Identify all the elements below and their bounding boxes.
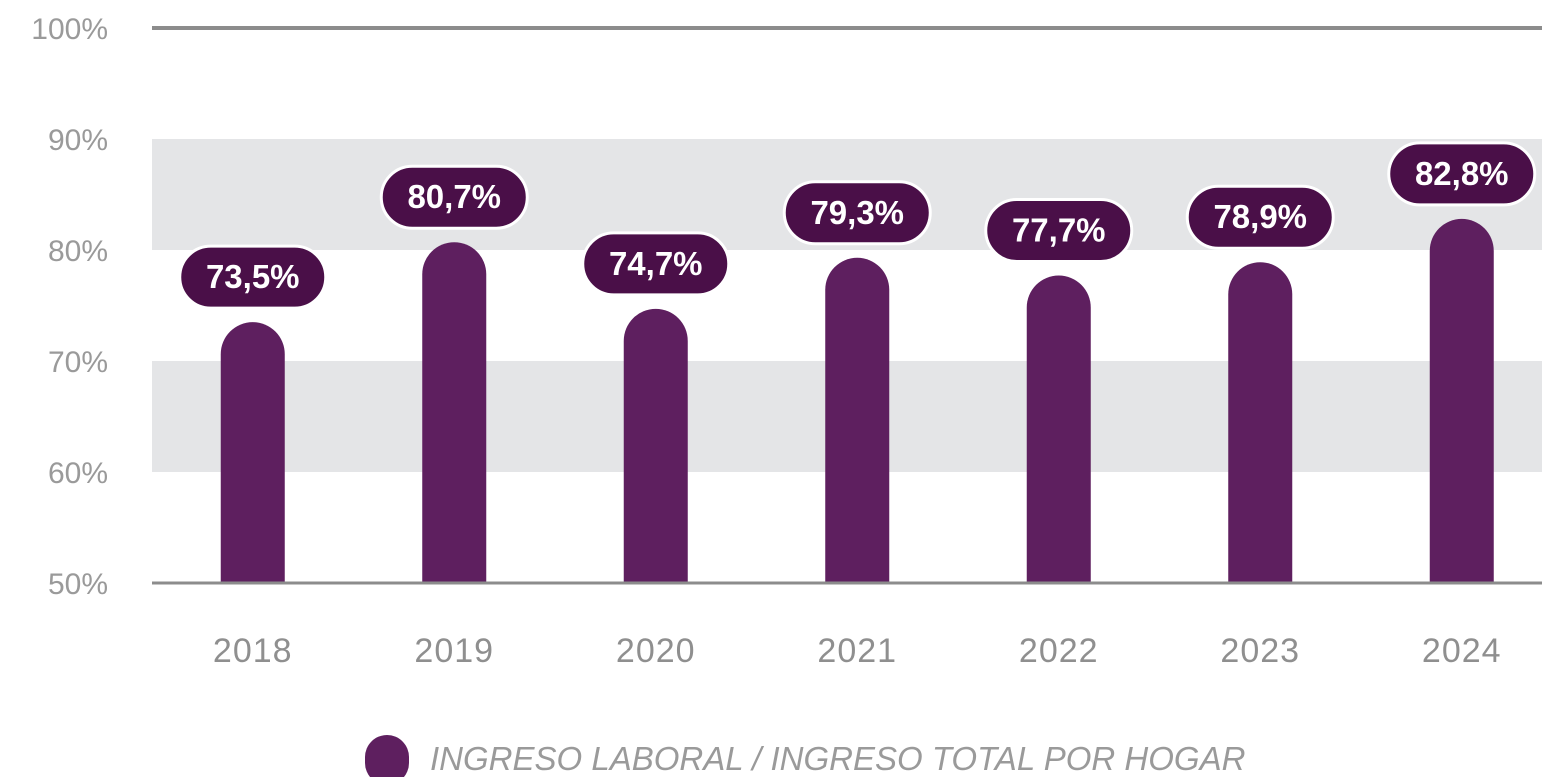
y-tick-label: 60% <box>48 457 108 490</box>
data-label-bg <box>782 180 932 246</box>
data-label-bg <box>379 164 529 230</box>
bar-2022 <box>1026 275 1091 583</box>
bar-2023 <box>1228 262 1293 583</box>
x-axis: 2018 2019 2020 2021 2022 2023 2024 <box>152 581 1542 670</box>
legend-label: INGRESO LABORAL / INGRESO TOTAL POR HOGA… <box>430 740 1245 777</box>
data-label: 73,5% <box>206 258 300 295</box>
data-label-bg <box>581 231 731 297</box>
legend: INGRESO LABORAL / INGRESO TOTAL POR HOGA… <box>365 735 1245 777</box>
x-tick-label: 2022 <box>1019 632 1099 670</box>
y-tick-label: 90% <box>48 124 108 157</box>
x-tick-label: 2019 <box>414 632 494 670</box>
bar-2024 <box>1429 218 1494 584</box>
data-label-bg <box>1185 184 1335 250</box>
legend-swatch <box>365 735 409 777</box>
y-tick-label: 80% <box>48 235 108 268</box>
bar-2018 <box>220 322 285 583</box>
bar-2020 <box>623 308 688 583</box>
data-label-bg <box>178 244 328 310</box>
data-label: 80,7% <box>407 178 501 215</box>
y-tick-label: 50% <box>48 568 108 601</box>
y-tick-label: 100% <box>31 13 108 46</box>
data-label-bg <box>1387 141 1537 207</box>
data-label: 79,3% <box>810 194 904 231</box>
bar-2019 <box>422 242 487 583</box>
data-label: 82,8% <box>1415 155 1509 192</box>
bars <box>220 218 1494 584</box>
x-tick-label: 2020 <box>616 632 696 670</box>
x-tick-label: 2024 <box>1422 632 1502 670</box>
data-label: 74,7% <box>609 245 703 282</box>
x-tick-label: 2021 <box>817 632 897 670</box>
data-label: 77,7% <box>1012 212 1106 249</box>
data-label: 78,9% <box>1213 198 1307 235</box>
bar-2021 <box>825 257 890 583</box>
x-tick-label: 2018 <box>213 632 293 670</box>
data-labels: 73,5% 80,7% 74,7% 79,3% 77,7% 78,9% 82,8% <box>178 141 1537 310</box>
data-label-bg <box>984 198 1134 264</box>
x-tick-label: 2023 <box>1220 632 1300 670</box>
y-axis: 50% 60% 70% 80% 90% 100% <box>31 13 1542 601</box>
y-tick-label: 70% <box>48 346 108 379</box>
